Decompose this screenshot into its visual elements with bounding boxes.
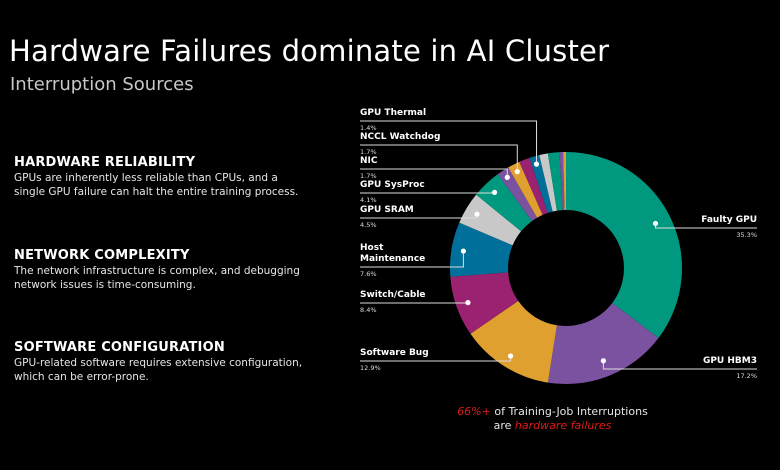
slice-nccl-watchdog xyxy=(508,161,543,218)
slice-gpu-sram xyxy=(459,194,522,246)
leader-line xyxy=(360,144,518,172)
leader-line xyxy=(360,192,496,194)
slice-percent: 4.1% xyxy=(360,196,377,204)
slice-label: Faulty GPU xyxy=(701,215,757,225)
slice-percent: 7.6% xyxy=(360,270,377,278)
section-software-configuration: SOFTWARE CONFIGURATION GPU-related softw… xyxy=(14,340,304,384)
slice-host-maintenance xyxy=(450,222,513,277)
slice-gpu-hbm3 xyxy=(547,302,659,385)
slice-other-9 xyxy=(519,157,548,215)
slice-other-13 xyxy=(559,152,565,211)
slice-percent: 8.4% xyxy=(360,306,377,314)
footer-highlight: 66%+ xyxy=(457,405,491,418)
leader-dot xyxy=(460,248,466,254)
section-heading: NETWORK COMPLEXITY xyxy=(14,248,190,263)
footer-line2-prefix: are xyxy=(493,419,515,432)
leader-dot xyxy=(514,169,520,175)
page-subtitle: Interruption Sources xyxy=(10,74,194,95)
section-text: The network infrastructure is complex, a… xyxy=(14,265,300,291)
slice-other-12 xyxy=(547,152,563,211)
section-heading: HARDWARE RELIABILITY xyxy=(14,155,196,170)
slice-gpu-thermal xyxy=(529,155,553,213)
slice-other-11 xyxy=(539,153,557,212)
leader-dot xyxy=(504,174,510,180)
slice-faulty-gpu xyxy=(566,152,682,338)
slice-percent: 1.4% xyxy=(360,124,377,132)
section-heading: SOFTWARE CONFIGURATION xyxy=(14,340,225,355)
slice-label: Software Bug xyxy=(360,348,429,358)
leader-dot xyxy=(533,161,540,167)
slice-label: GPU Thermal xyxy=(360,108,427,118)
slice-label: GPU HBM3 xyxy=(702,356,757,366)
leader-dot xyxy=(491,189,498,196)
leader-line xyxy=(360,120,538,165)
slice-percent: 35.3% xyxy=(736,231,757,239)
leader-dot xyxy=(474,211,480,217)
leader-dot xyxy=(600,358,606,364)
slice-nic xyxy=(497,167,538,222)
slice-label: GPU SysProc xyxy=(360,180,425,190)
slice-gpu-sysproc xyxy=(476,174,532,232)
section-network-complexity: NETWORK COMPLEXITY The network infrastru… xyxy=(14,248,304,292)
section-hardware-reliability: HARDWARE RELIABILITY GPUs are inherently… xyxy=(14,155,304,199)
leader-line xyxy=(360,251,464,268)
leader-dot xyxy=(465,300,471,306)
leader-dot xyxy=(507,353,514,359)
page-title: Hardware Failures dominate in AI Cluster xyxy=(9,34,610,68)
slice-other-14 xyxy=(563,152,566,211)
footer-line1: of Training-Job Interruptions xyxy=(490,405,648,418)
slice-switch-cable xyxy=(450,272,519,334)
slice-label: Switch/Cable xyxy=(360,290,426,300)
slice-label: NIC xyxy=(360,156,378,166)
slice-percent: 4.5% xyxy=(360,221,377,229)
slice-label: Host Maintenance xyxy=(360,243,426,264)
footer-note: 66%+ of Training-Job Interruptions are h… xyxy=(440,405,665,433)
slice-percent: 1.7% xyxy=(360,172,377,180)
slice-percent: 17.2% xyxy=(736,372,757,380)
slice-label: GPU SRAM xyxy=(360,205,414,215)
slice-label: NCCL Watchdog xyxy=(360,132,441,142)
slice-software-bug xyxy=(470,300,557,383)
slice-percent: 1.7% xyxy=(360,148,377,156)
leader-dot xyxy=(652,220,659,227)
leader-line xyxy=(360,168,508,178)
leader-line xyxy=(602,360,757,370)
footer-line2-highlight: hardware failures xyxy=(514,419,612,432)
section-text: GPU-related software requires extensive … xyxy=(14,357,303,383)
slice-percent: 12.9% xyxy=(360,364,381,372)
section-text: GPUs are inherently less reliable than C… xyxy=(14,172,299,198)
